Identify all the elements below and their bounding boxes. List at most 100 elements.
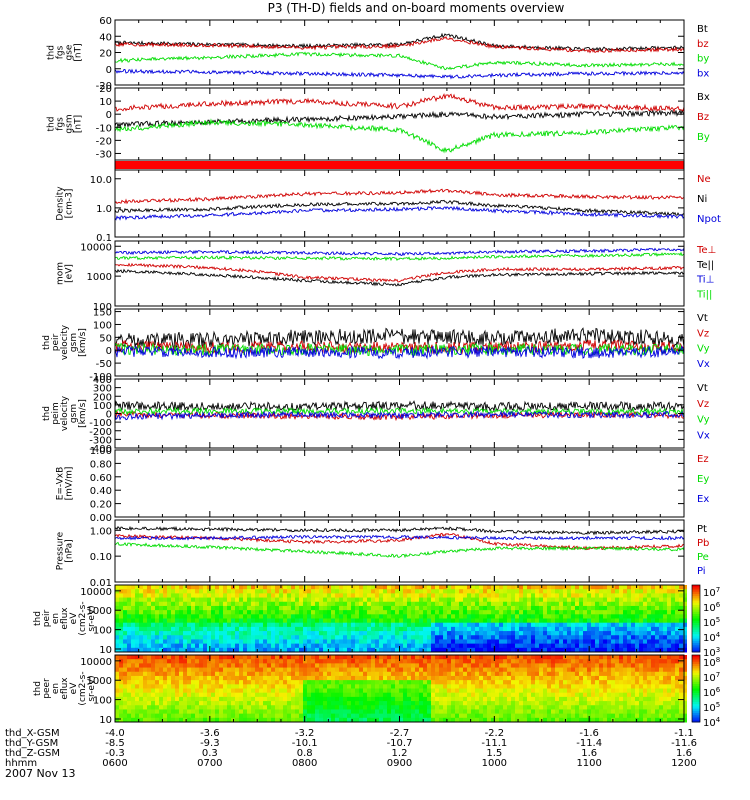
- heatmap-cell: [127, 626, 131, 632]
- heatmap-cell: [499, 680, 503, 685]
- heatmap-cell: [127, 622, 131, 628]
- heatmap-cell: [463, 610, 467, 615]
- heatmap-cell: [183, 680, 187, 685]
- heatmap-cell: [599, 696, 603, 702]
- heatmap-cell: [123, 655, 127, 660]
- heatmap-cell: [407, 597, 411, 603]
- heatmap-cell: [443, 610, 447, 615]
- heatmap-cell: [167, 709, 171, 715]
- heatmap-cell: [639, 631, 643, 636]
- heatmap-cell: [599, 597, 603, 603]
- heatmap-cell: [531, 659, 535, 664]
- heatmap-cell: [187, 701, 191, 706]
- heatmap-cell: [351, 597, 355, 603]
- heatmap-cell: [495, 601, 499, 607]
- heatmap-cell: [535, 585, 539, 590]
- heatmap-cell: [151, 622, 155, 628]
- heatmap-cell: [551, 680, 555, 685]
- heatmap-cell: [431, 684, 435, 689]
- heatmap-cell: [187, 643, 191, 649]
- heatmap-cell: [171, 705, 175, 710]
- heatmap-cell: [599, 593, 603, 599]
- heatmap-cell: [415, 655, 419, 660]
- heatmap-cell: [567, 667, 571, 673]
- heatmap-cell: [371, 643, 375, 649]
- heatmap-cell: [383, 680, 387, 685]
- heatmap-cell: [463, 713, 467, 719]
- heatmap-cell: [203, 647, 207, 653]
- heatmap-cell: [279, 639, 283, 645]
- heatmap-cell: [431, 618, 435, 624]
- heatmap-cell: [363, 618, 367, 624]
- series-line-Vx: [114, 344, 685, 360]
- heatmap-cell: [479, 688, 483, 694]
- heatmap-cell: [443, 675, 447, 681]
- heatmap-cell: [175, 614, 179, 619]
- heatmap-cell: [359, 614, 363, 619]
- heatmap-cell: [275, 622, 279, 628]
- heatmap-cell: [583, 593, 587, 599]
- heatmap-cell: [467, 671, 471, 677]
- heatmap-cell: [375, 647, 379, 653]
- heatmap-cell: [203, 610, 207, 615]
- colorbar-swatch: [692, 589, 700, 593]
- heatmap-cell: [539, 696, 543, 702]
- heatmap-cell: [195, 643, 199, 649]
- heatmap-cell: [179, 610, 183, 615]
- heatmap-cell: [647, 639, 651, 645]
- heatmap-cell: [399, 647, 403, 653]
- heatmap-cell: [475, 701, 479, 706]
- heatmap-cell: [379, 717, 383, 723]
- heatmap-cell: [219, 671, 223, 677]
- heatmap-cell: [643, 589, 647, 594]
- heatmap-cell: [367, 655, 371, 660]
- heatmap-cell: [151, 684, 155, 689]
- colorbar-swatch: [692, 647, 700, 651]
- heatmap-cell: [231, 709, 235, 715]
- heatmap-cell: [327, 667, 331, 673]
- heatmap-cell: [155, 671, 159, 677]
- heatmap-cell: [679, 597, 683, 603]
- heatmap-cell: [547, 626, 551, 632]
- heatmap-cell: [575, 610, 579, 615]
- heatmap-cell: [539, 597, 543, 603]
- heatmap-cell: [651, 631, 655, 636]
- heatmap-cell: [499, 675, 503, 681]
- heatmap-cell: [415, 635, 419, 640]
- heatmap-cell: [171, 680, 175, 685]
- heatmap-cell: [291, 614, 295, 619]
- heatmap-cell: [115, 610, 119, 615]
- heatmap-cell: [323, 671, 327, 677]
- heatmap-cell: [579, 643, 583, 649]
- heatmap-cell: [219, 663, 223, 669]
- heatmap-cell: [475, 688, 479, 694]
- heatmap-cell: [167, 639, 171, 645]
- heatmap-cell: [651, 643, 655, 649]
- heatmap-cell: [219, 610, 223, 615]
- heatmap-cell: [215, 655, 219, 660]
- heatmap-cell: [487, 635, 491, 640]
- heatmap-cell: [419, 585, 423, 590]
- heatmap-cell: [483, 614, 487, 619]
- heatmap-cell: [303, 680, 307, 685]
- heatmap-cell: [347, 610, 351, 615]
- heatmap-cell: [455, 647, 459, 653]
- heatmap-cell: [471, 709, 475, 715]
- heatmap-cell: [407, 696, 411, 702]
- heatmap-cell: [171, 635, 175, 640]
- heatmap-cell: [155, 635, 159, 640]
- heatmap-cell: [547, 647, 551, 653]
- heatmap-cell: [419, 659, 423, 664]
- heatmap-cell: [359, 659, 363, 664]
- heatmap-cell: [127, 696, 131, 702]
- heatmap-cell: [551, 614, 555, 619]
- heatmap-cell: [167, 643, 171, 649]
- heatmap-cell: [483, 696, 487, 702]
- heatmap-cell: [247, 631, 251, 636]
- heatmap-cell: [187, 631, 191, 636]
- heatmap-cell: [447, 701, 451, 706]
- heatmap-cell: [183, 605, 187, 611]
- heatmap-cell: [563, 663, 567, 669]
- heatmap-cell: [643, 614, 647, 619]
